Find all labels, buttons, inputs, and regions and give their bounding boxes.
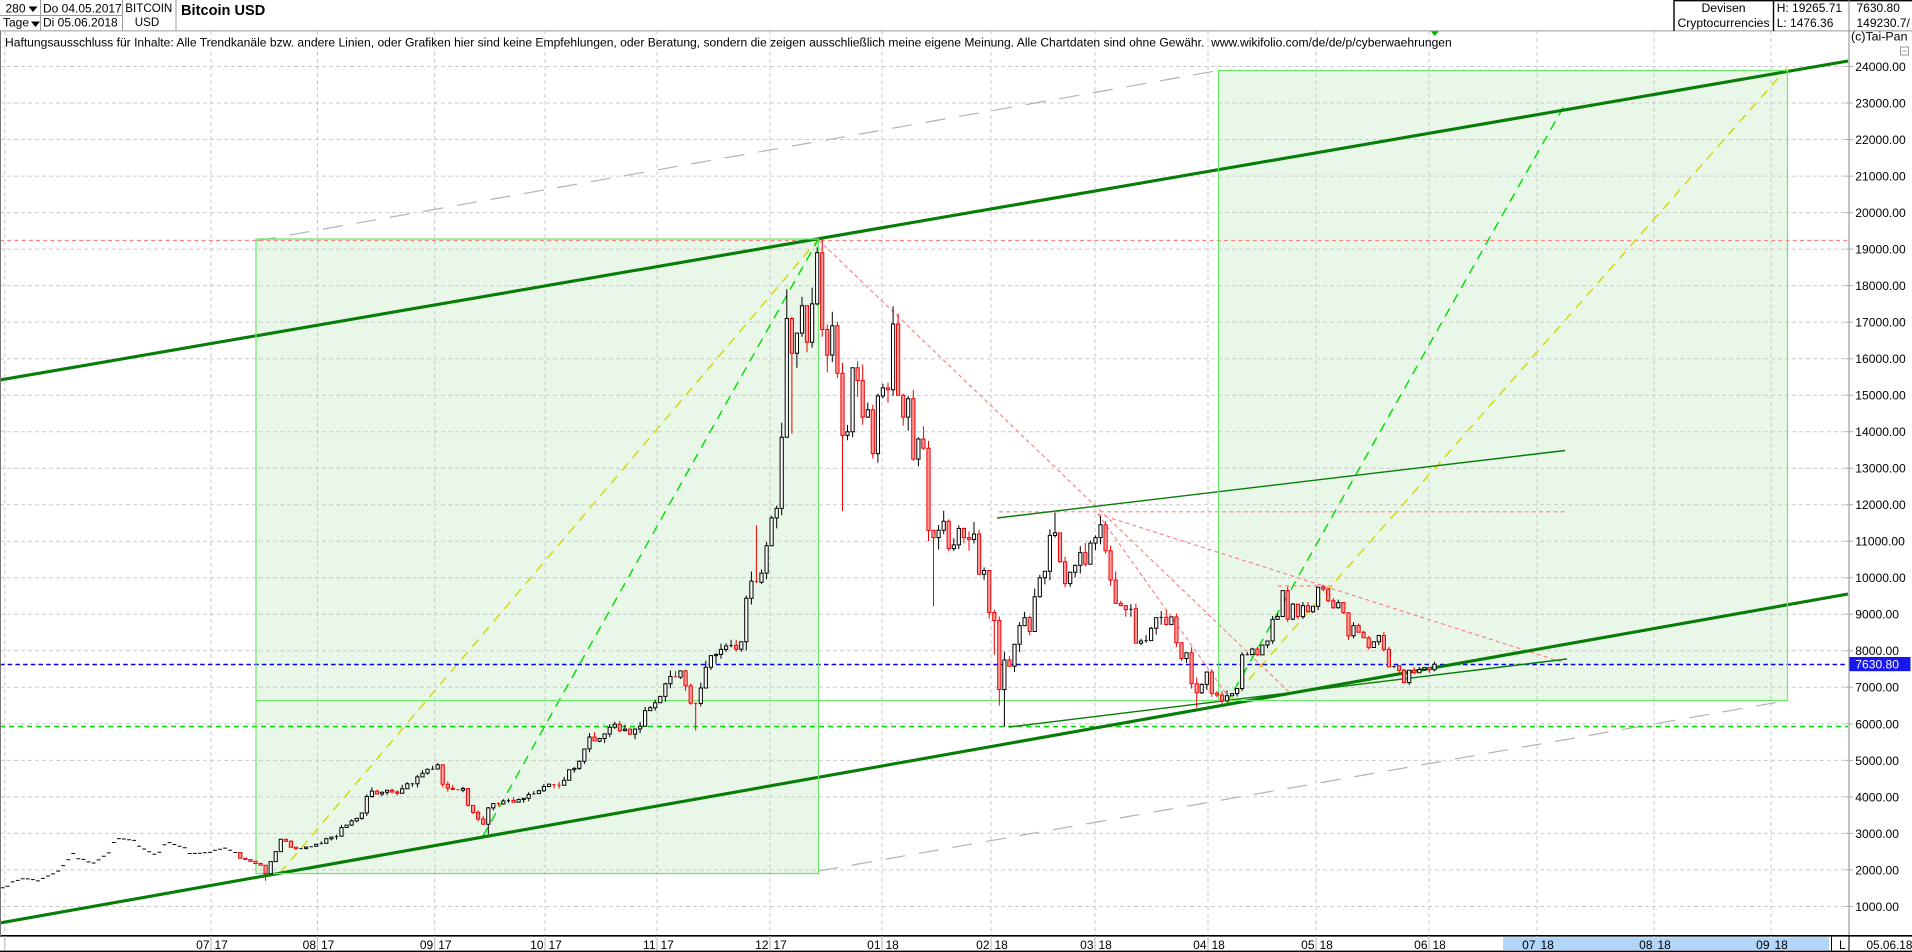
svg-text:2000.00: 2000.00 (1855, 863, 1899, 877)
svg-text:USD: USD (135, 16, 159, 29)
svg-text:H: 19265.71: H: 19265.71 (1777, 1, 1843, 15)
svg-text:16000.00: 16000.00 (1855, 352, 1906, 366)
svg-text:3000.00: 3000.00 (1855, 827, 1899, 841)
svg-text:12: 12 (755, 938, 769, 952)
svg-text:Do 04.05.2017: Do 04.05.2017 (43, 2, 122, 16)
svg-text:04: 04 (1193, 938, 1207, 952)
svg-text:18: 18 (886, 938, 900, 952)
svg-text:10000.00: 10000.00 (1855, 571, 1906, 585)
svg-text:13000.00: 13000.00 (1855, 462, 1906, 476)
svg-text:05: 05 (1301, 938, 1315, 952)
svg-text:7630.80: 7630.80 (1857, 1, 1901, 15)
svg-text:15000.00: 15000.00 (1855, 389, 1906, 403)
svg-text:06: 06 (1414, 938, 1428, 952)
svg-text:4000.00: 4000.00 (1855, 790, 1899, 804)
svg-text:17: 17 (549, 938, 563, 952)
svg-text:17: 17 (774, 938, 788, 952)
svg-text:07: 07 (196, 938, 210, 952)
svg-text:L: 1476.36: L: 1476.36 (1777, 16, 1834, 30)
svg-text:08: 08 (303, 938, 317, 952)
svg-text:8000.00: 8000.00 (1855, 644, 1899, 658)
svg-text:17000.00: 17000.00 (1855, 316, 1906, 330)
svg-text:Devisen: Devisen (1701, 1, 1745, 15)
svg-text:18: 18 (1320, 938, 1334, 952)
svg-text:18000.00: 18000.00 (1855, 279, 1906, 293)
svg-text:Di 05.06.2018: Di 05.06.2018 (43, 16, 118, 30)
svg-text:17: 17 (438, 938, 452, 952)
svg-text:18: 18 (1433, 938, 1447, 952)
svg-text:7000.00: 7000.00 (1855, 681, 1899, 695)
svg-text:11: 11 (643, 938, 656, 952)
svg-text:10: 10 (530, 938, 544, 952)
svg-text:17: 17 (321, 938, 335, 952)
svg-text:17: 17 (215, 938, 229, 952)
svg-text:18: 18 (1541, 938, 1555, 952)
svg-text:Bitcoin USD: Bitcoin USD (181, 3, 265, 19)
svg-text:(c)Tai-Pan: (c)Tai-Pan (1851, 30, 1908, 44)
svg-text:6000.00: 6000.00 (1855, 717, 1899, 731)
svg-text:149230.7/: 149230.7/ (1857, 16, 1911, 30)
svg-text:L: L (1839, 938, 1846, 952)
svg-text:05.06.18: 05.06.18 (1867, 938, 1912, 952)
svg-text:02: 02 (976, 938, 990, 952)
svg-text:19000.00: 19000.00 (1855, 243, 1906, 257)
svg-text:5000.00: 5000.00 (1855, 754, 1899, 768)
svg-text:18: 18 (1775, 938, 1789, 952)
svg-text:18: 18 (1658, 938, 1672, 952)
svg-text:18: 18 (1212, 938, 1226, 952)
svg-text:9000.00: 9000.00 (1855, 608, 1899, 622)
svg-text:BITCOIN: BITCOIN (125, 2, 172, 15)
svg-text:14000.00: 14000.00 (1855, 425, 1906, 439)
svg-text:08: 08 (1639, 938, 1653, 952)
svg-text:17: 17 (661, 938, 675, 952)
svg-text:09: 09 (420, 938, 434, 952)
svg-text:21000.00: 21000.00 (1855, 169, 1906, 183)
svg-text:12000.00: 12000.00 (1855, 498, 1906, 512)
svg-text:18: 18 (995, 938, 1009, 952)
svg-text:01: 01 (867, 938, 881, 952)
svg-text:1000.00: 1000.00 (1855, 900, 1899, 914)
svg-text:07: 07 (1522, 938, 1536, 952)
svg-text:Cryptocurrencies: Cryptocurrencies (1677, 16, 1769, 30)
svg-text:11000.00: 11000.00 (1855, 535, 1905, 549)
svg-text:03: 03 (1080, 938, 1094, 952)
svg-text:20000.00: 20000.00 (1855, 206, 1906, 220)
svg-text:Tage: Tage (3, 16, 29, 30)
svg-text:09: 09 (1756, 938, 1770, 952)
svg-text:23000.00: 23000.00 (1855, 96, 1906, 110)
svg-text:7630.80: 7630.80 (1855, 658, 1899, 672)
svg-text:Haftungsausschluss für Inhalte: Haftungsausschluss für Inhalte: Alle Tre… (5, 36, 1452, 50)
svg-text:18: 18 (1099, 938, 1113, 952)
svg-text:22000.00: 22000.00 (1855, 133, 1906, 147)
svg-text:24000.00: 24000.00 (1855, 60, 1906, 74)
svg-text:280: 280 (6, 2, 26, 16)
